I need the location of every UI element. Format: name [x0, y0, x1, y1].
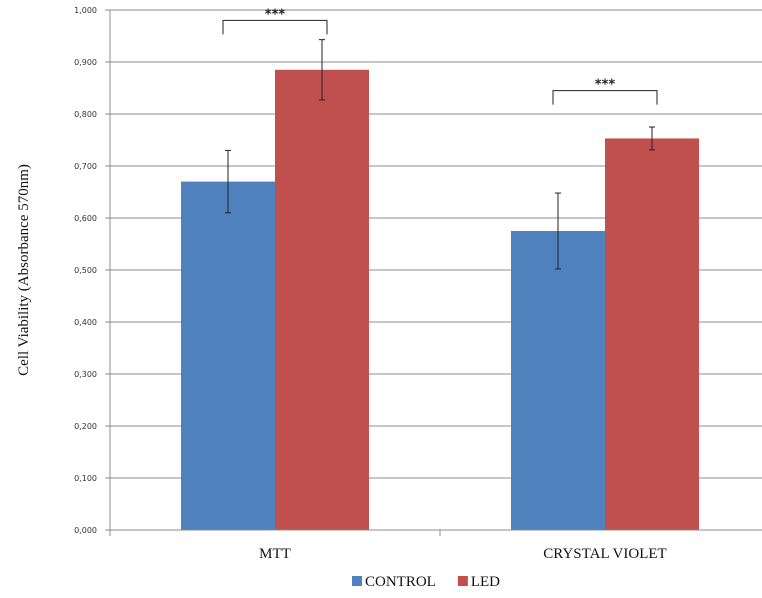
- y-tick-label: 0,400: [74, 318, 97, 327]
- y-tick-label: 0,900: [74, 58, 97, 67]
- y-tick-labels: 0,000 0,100 0,200 0,300 0,400 0,500 0,600 0,700…: [74, 6, 97, 535]
- error-bars: [225, 39, 655, 270]
- bars: [181, 69, 699, 531]
- bar-led: [275, 69, 369, 531]
- significance-label: ***: [265, 7, 286, 22]
- legend-label: CONTROL: [365, 574, 436, 590]
- y-tick-label: 0,300: [74, 370, 97, 379]
- legend: CONTROL LED: [352, 574, 500, 590]
- legend-swatch: [352, 576, 362, 586]
- bar-control: [511, 231, 605, 530]
- y-tick-label: 0,100: [74, 474, 97, 483]
- y-tick-label: 1,000: [74, 6, 97, 15]
- bar-control: [181, 181, 275, 530]
- y-tick-label: 0,800: [74, 110, 97, 119]
- axes: [109, 10, 762, 536]
- y-tick-label: 0,000: [74, 526, 97, 535]
- significance-bracket: [222, 19, 328, 35]
- significance-bracket: [552, 90, 658, 105]
- bar-led: [605, 138, 699, 530]
- y-tick-label: 0,600: [74, 214, 97, 223]
- y-axis-title: Cell Viability (Absorbance 570nm): [16, 164, 32, 376]
- y-tick-label: 0,200: [74, 422, 97, 431]
- y-tick-label: 0,700: [74, 162, 97, 171]
- category-label: CRYSTAL VIOLET: [543, 546, 666, 562]
- category-labels: MTT CRYSTAL VIOLET: [259, 546, 667, 562]
- y-tick-label: 0,500: [74, 266, 97, 275]
- significance-annotations: *** ***: [222, 7, 658, 105]
- legend-swatch: [457, 576, 468, 586]
- category-label: MTT: [259, 546, 291, 562]
- significance-label: ***: [595, 78, 616, 93]
- legend-label: LED: [471, 574, 500, 590]
